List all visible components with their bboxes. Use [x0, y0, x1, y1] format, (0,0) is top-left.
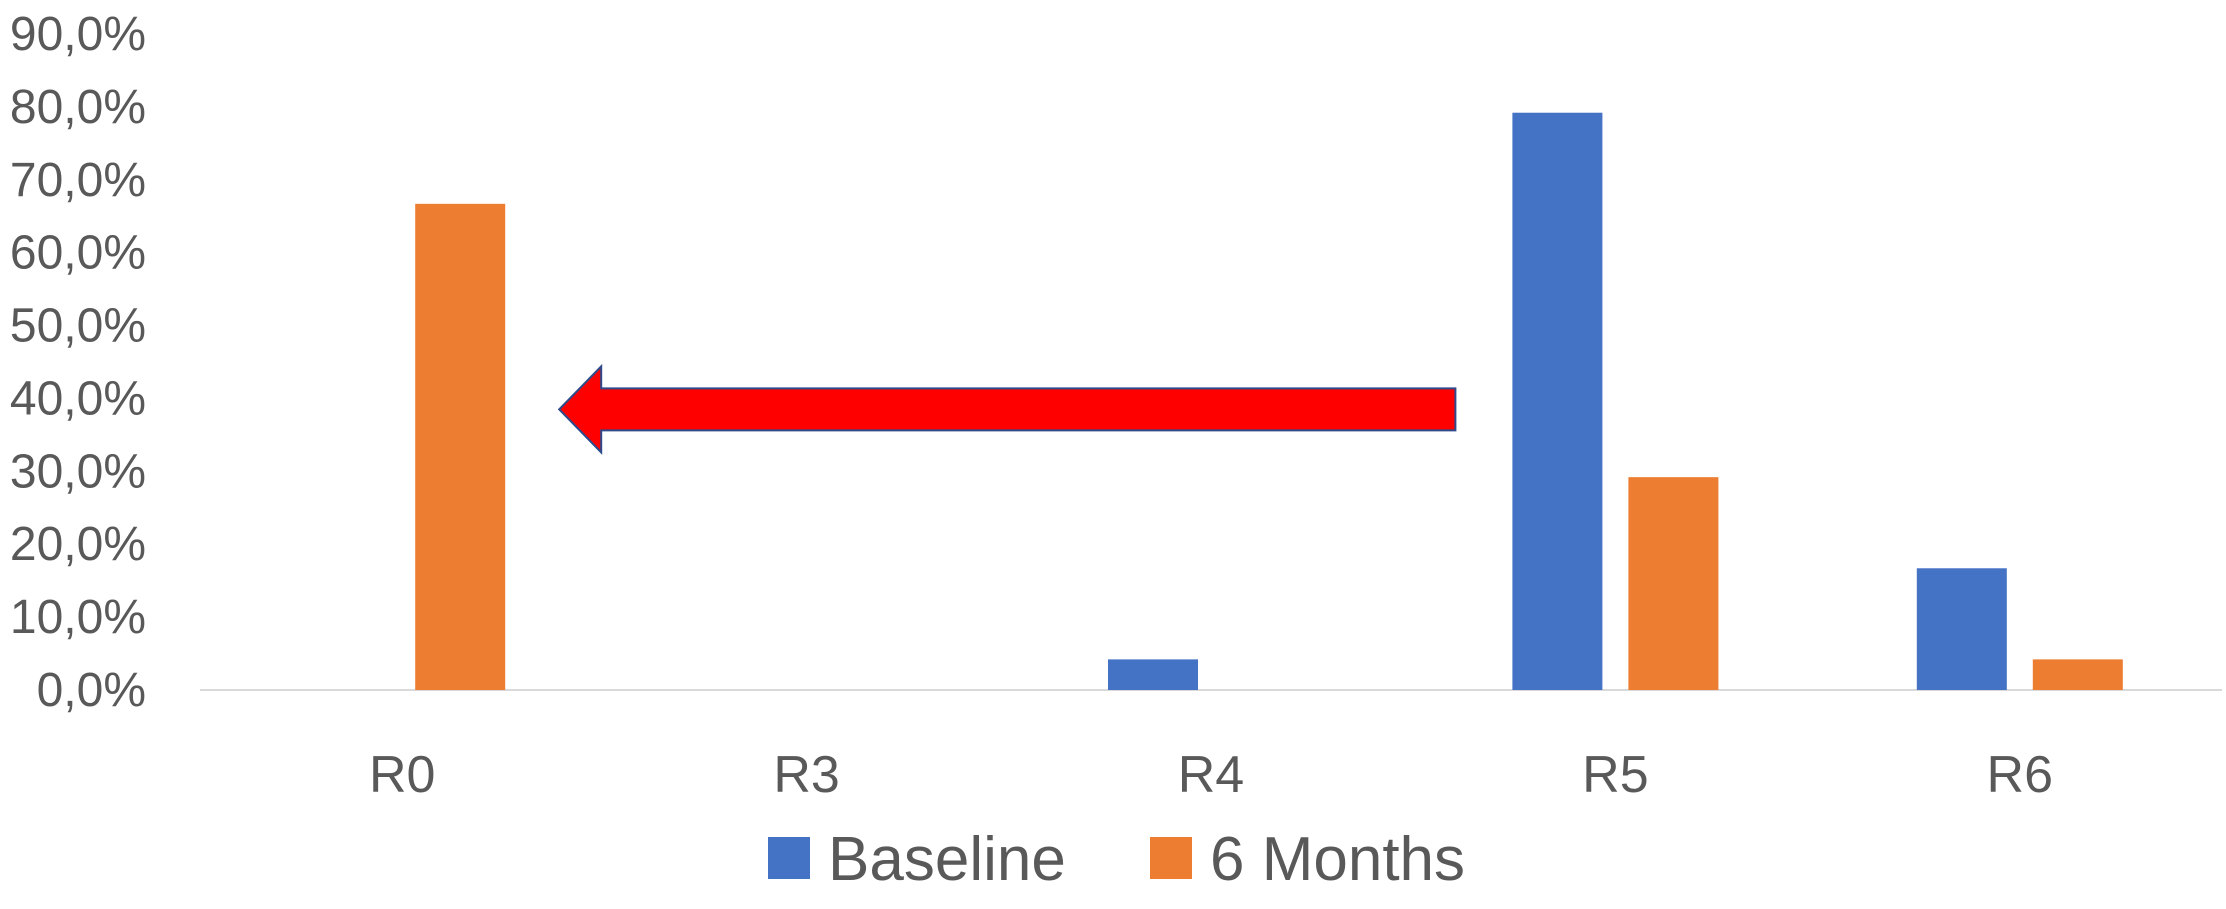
y-tick-label: 60,0%	[10, 227, 146, 280]
y-tick-label: 0,0%	[37, 664, 146, 717]
x-category-label: R5	[1582, 746, 1648, 804]
bar-6-months-r5	[1628, 477, 1719, 690]
y-tick-label: 90,0%	[10, 8, 146, 61]
x-category-label: R0	[369, 746, 435, 804]
bar-6-months-r0	[415, 203, 506, 690]
x-category-label: R3	[773, 746, 839, 804]
legend: Baseline 6 Months	[768, 825, 1465, 894]
bar-baseline-r5	[1512, 112, 1603, 691]
legend-swatch-6-months	[1150, 837, 1192, 879]
legend-swatch-baseline	[768, 837, 810, 879]
x-category-label: R4	[1178, 746, 1244, 804]
red-arrow-annotation	[557, 363, 1457, 455]
x-category-label: R6	[1987, 746, 2053, 804]
y-tick-label: 80,0%	[10, 81, 146, 134]
bar-baseline-r4	[1108, 659, 1198, 690]
y-tick-label: 10,0%	[10, 591, 146, 644]
y-tick-label: 20,0%	[10, 518, 146, 571]
x-axis-category-labels: R0 R3 R4 R5 R6	[369, 746, 2053, 804]
bars-group	[415, 112, 2123, 691]
y-tick-label: 50,0%	[10, 300, 146, 353]
y-tick-label: 30,0%	[10, 445, 146, 498]
legend-label-baseline: Baseline	[828, 825, 1066, 894]
y-axis-tick-labels: 0,0% 10,0% 20,0% 30,0% 40,0% 50,0% 60,0% 70,0% 8…	[10, 8, 146, 717]
bar-6-months-r6	[2032, 659, 2123, 690]
bar-baseline-r6	[1916, 568, 2007, 690]
legend-label-6-months: 6 Months	[1210, 825, 1465, 894]
y-tick-label: 40,0%	[10, 372, 146, 425]
y-tick-label: 70,0%	[10, 154, 146, 207]
